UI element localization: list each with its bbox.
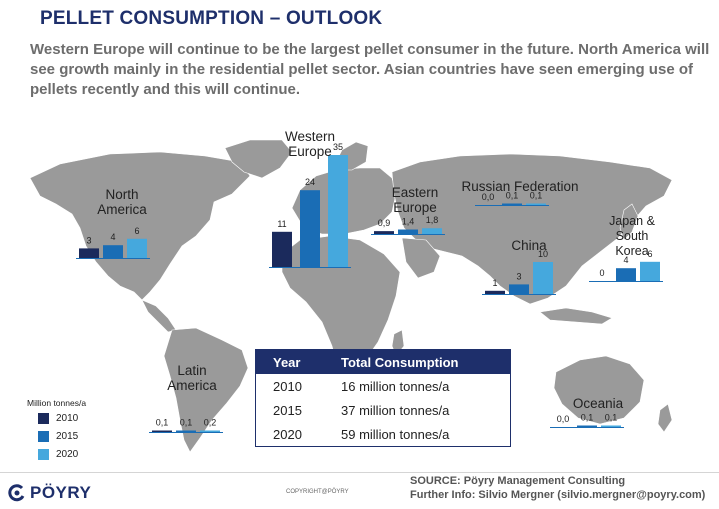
- region-label-north-america: North America: [97, 187, 147, 217]
- table-header-year: Year: [273, 355, 301, 370]
- further-info-text: Further Info: Silvio Mergner (silvio.mer…: [410, 489, 706, 501]
- page-subtitle: Western Europe will continue to be the l…: [30, 41, 710, 98]
- bar-china-2020: [533, 262, 553, 294]
- bar-north-america-2015: [103, 245, 123, 258]
- bar-western-europe-2015: [300, 190, 320, 267]
- bar-japan-south-korea-2020: [640, 261, 660, 281]
- bar-china-2010: [485, 290, 505, 294]
- bar-group-north-america: 3 4 6: [76, 226, 150, 259]
- bar-value-label: 0,9: [378, 218, 391, 228]
- legend-swatch-2010: [38, 413, 49, 424]
- bar-value-label: 1: [492, 278, 497, 288]
- bar-value-label: 35: [333, 142, 343, 152]
- legend-label-2020: 2020: [56, 449, 79, 461]
- bar-group-eastern-europe: 0,9 1,4 1,8: [371, 215, 445, 235]
- bar-group-latin-america: 0,1 0,1 0,2: [149, 418, 223, 433]
- table-header-total: Total Consumption: [341, 355, 459, 370]
- bar-group-western-europe: 11 24 35: [269, 142, 351, 268]
- bar-value-label: 0,1: [605, 413, 618, 423]
- bar-value-label: 10: [538, 249, 548, 259]
- bar-group-china: 1 3 10: [482, 249, 556, 295]
- bar-group-russian-federation: 0,0 0,1 0,1: [475, 191, 549, 206]
- table-cell-total: 59 million tonnes/a: [341, 427, 450, 442]
- total-consumption-table: Year Total Consumption 2010 16 million t…: [255, 349, 511, 447]
- region-label-latin-america: Latin America: [167, 363, 217, 393]
- bar-western-europe-2010: [272, 231, 292, 267]
- region-label-japan-south-korea: Japan & South Korea: [609, 214, 655, 258]
- bar-latin-america-2010: [152, 430, 172, 432]
- bar-eastern-europe-2020: [422, 228, 442, 234]
- legend-item-2010: 2010: [38, 413, 78, 424]
- bar-north-america-2010: [79, 248, 99, 258]
- bar-value-label: 4: [110, 232, 115, 242]
- legend-swatch-2020: [38, 449, 49, 460]
- bar-value-label: 0: [599, 268, 604, 278]
- footer-divider: [0, 472, 719, 473]
- bar-value-label: 6: [134, 226, 139, 236]
- legend-item-2015: 2015: [38, 431, 78, 442]
- table-cell-year: 2020: [273, 427, 302, 442]
- bar-group-japan-south-korea: 0 4 6: [589, 249, 663, 282]
- bar-value-label: 0,0: [557, 414, 570, 424]
- table-cell-total: 37 million tonnes/a: [341, 403, 450, 418]
- bar-oceania-2020: [601, 425, 621, 427]
- bar-latin-america-2015: [176, 430, 196, 432]
- page-title: PELLET CONSUMPTION – OUTLOOK: [40, 8, 383, 29]
- bar-value-label: 3: [86, 235, 91, 245]
- region-label-eastern-europe: Eastern Europe: [391, 185, 439, 215]
- bar-value-label: 0,1: [530, 191, 543, 201]
- bar-eastern-europe-2010: [374, 231, 394, 234]
- region-label-china: China: [511, 238, 547, 253]
- region-label-oceania: Oceania: [572, 396, 624, 411]
- bar-eastern-europe-2015: [398, 229, 418, 234]
- bar-western-europe-2020: [328, 155, 348, 267]
- copyright-text: COPYRIGHT@PÖYRY: [286, 489, 349, 495]
- table-row: 2015 37 million tonnes/a: [256, 398, 510, 422]
- bar-value-label: 0,0: [482, 192, 495, 202]
- table-row: 2020 59 million tonnes/a: [256, 422, 510, 446]
- world-map-background: [29, 139, 673, 453]
- bar-north-america-2020: [127, 238, 147, 258]
- legend-swatch-2015: [38, 431, 49, 442]
- legend-label-2015: 2015: [56, 431, 79, 443]
- bar-value-label: 24: [305, 177, 315, 187]
- bar-japan-south-korea-2015: [616, 268, 636, 281]
- bar-russian-federation-2020: [526, 203, 546, 205]
- bar-russian-federation-2015: [502, 203, 522, 205]
- legend-item-2020: 2020: [38, 449, 78, 460]
- region-label-western-europe: Western Europe: [284, 129, 336, 159]
- bar-latin-america-2020: [200, 430, 220, 432]
- bar-oceania-2015: [577, 425, 597, 427]
- source-text: SOURCE: Pöyry Management Consulting: [410, 475, 626, 487]
- bar-value-label: 1,4: [402, 217, 415, 227]
- bar-value-label: 1,8: [426, 215, 439, 225]
- bar-value-label: 0,1: [180, 418, 193, 428]
- bar-value-label: 6: [647, 249, 652, 259]
- bar-value-label: 0,2: [204, 418, 217, 428]
- poyry-logo-text: PÖYRY: [30, 483, 92, 502]
- bar-value-label: 0,1: [506, 191, 519, 201]
- legend-label-2010: 2010: [56, 413, 79, 425]
- bar-value-label: 3: [516, 271, 521, 281]
- bar-value-label: 0,1: [156, 418, 169, 428]
- table-cell-year: 2010: [273, 379, 302, 394]
- table-cell-total: 16 million tonnes/a: [341, 379, 450, 394]
- region-label-russian-federation: Russian Federation: [461, 179, 579, 194]
- bar-value-label: 4: [623, 255, 628, 265]
- table-cell-year: 2015: [273, 403, 302, 418]
- table-header-row: Year Total Consumption: [256, 350, 510, 374]
- bar-value-label: 0,1: [581, 413, 594, 423]
- bar-value-label: 11: [277, 219, 286, 229]
- bar-china-2015: [509, 284, 529, 294]
- bar-group-oceania: 0,0 0,1 0,1: [550, 413, 624, 428]
- poyry-logo-icon: [8, 484, 25, 502]
- table-row: 2010 16 million tonnes/a: [256, 374, 510, 398]
- legend-title: Million tonnes/a: [27, 398, 87, 408]
